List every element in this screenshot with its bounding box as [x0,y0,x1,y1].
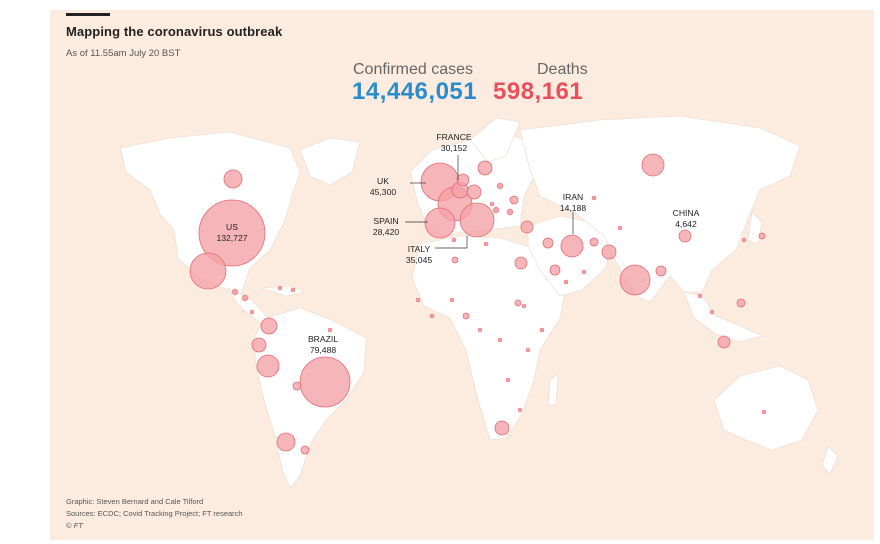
bubble-turkey[interactable] [520,220,534,234]
bubble-afghanistan[interactable] [589,237,599,247]
bubble-peru[interactable] [256,354,280,378]
label-france-value: 30,152 [441,143,468,153]
new-zealand-shape [821,445,839,475]
bubble-bolivia[interactable] [292,381,302,391]
southeast-asia-shape [683,291,763,343]
japan-shape [747,211,763,245]
bubble-chile[interactable] [276,432,296,452]
bubble-china[interactable] [678,229,692,243]
bubble-south-africa[interactable] [494,420,510,436]
bubble-germany[interactable] [466,184,482,200]
label-china-name: CHINA [673,208,700,218]
bubble-pakistan[interactable] [601,244,617,260]
confirmed-cases-label: Confirmed cases [353,61,474,78]
label-uk-value: 45,300 [370,187,397,197]
bubble-indonesia[interactable] [717,335,731,349]
bubble-brazil[interactable] [299,356,351,408]
deaths-label: Deaths [537,61,588,78]
label-france-name: FRANCE [436,132,472,142]
bubble-sudan[interactable] [514,299,522,307]
bubble-argentina[interactable] [300,445,310,455]
australia-shape [713,365,819,451]
bubble-saudi-arabia[interactable] [549,264,561,276]
label-spain-name: SPAIN [373,216,398,226]
bubble-algeria[interactable] [451,256,459,264]
label-us-name: US [226,222,238,232]
bubble-spain[interactable] [424,207,456,239]
madagascar-shape [547,373,559,407]
bubble-japan[interactable] [758,232,766,240]
label-italy-name: ITALY [408,244,431,254]
bubble-philippines[interactable] [736,298,746,308]
bubble-india[interactable] [619,264,651,296]
label-china-value: 4,642 [675,219,697,229]
bubble-us[interactable] [198,199,266,267]
bubble-ukraine[interactable] [509,195,519,205]
graphic-credit: Graphic: Steven Bernard and Cale Tilford [66,497,204,506]
label-brazil-name: BRAZIL [308,334,338,344]
bubble-netherlands[interactable] [456,173,470,187]
africa-shape [411,235,567,441]
bubble-layer [189,153,766,455]
confirmed-cases-value: 14,446,051 [352,78,478,105]
bubble-canada[interactable] [223,169,243,189]
bubble-iran[interactable] [560,234,584,258]
asia-shape [519,115,801,303]
scandinavia-shape [469,117,521,163]
minor-bubbles [231,182,767,415]
label-iran-name: IRAN [563,192,584,202]
label-spain-value: 28,420 [373,227,400,237]
bubble-mexico[interactable] [189,252,227,290]
greenland-shape [299,137,361,186]
bubble-russia[interactable] [641,153,665,177]
sources-credit: Sources: ECDC; Covid Tracking Project; F… [66,509,243,518]
bubble-sweden[interactable] [477,160,493,176]
title-rule [66,13,110,16]
bubble-colombia[interactable] [260,317,278,335]
label-us-value: 132,727 [216,233,247,243]
label-uk-name: UK [377,176,389,186]
timestamp: As of 11.55am July 20 BST [66,48,181,59]
bubble-italy[interactable] [459,202,495,238]
label-brazil-value: 79,488 [310,345,337,355]
bubble-ecuador[interactable] [251,337,267,353]
leader-lines [405,155,574,249]
bubble-iraq[interactable] [542,237,554,249]
bubble-nigeria[interactable] [462,312,470,320]
bubble-egypt[interactable] [514,256,528,270]
copyright: © FT [66,521,83,530]
label-italy-value: 35,045 [406,255,433,265]
deaths-value: 598,161 [493,78,584,105]
bubble-bangladesh[interactable] [655,265,667,277]
label-iran-value: 14,188 [560,203,587,213]
page-title: Mapping the coronavirus outbreak [66,24,283,39]
country-labels: US 132,727 BRAZIL 79,488 UK 45,300 ITALY… [216,132,699,355]
caribbean-shape [261,285,305,297]
